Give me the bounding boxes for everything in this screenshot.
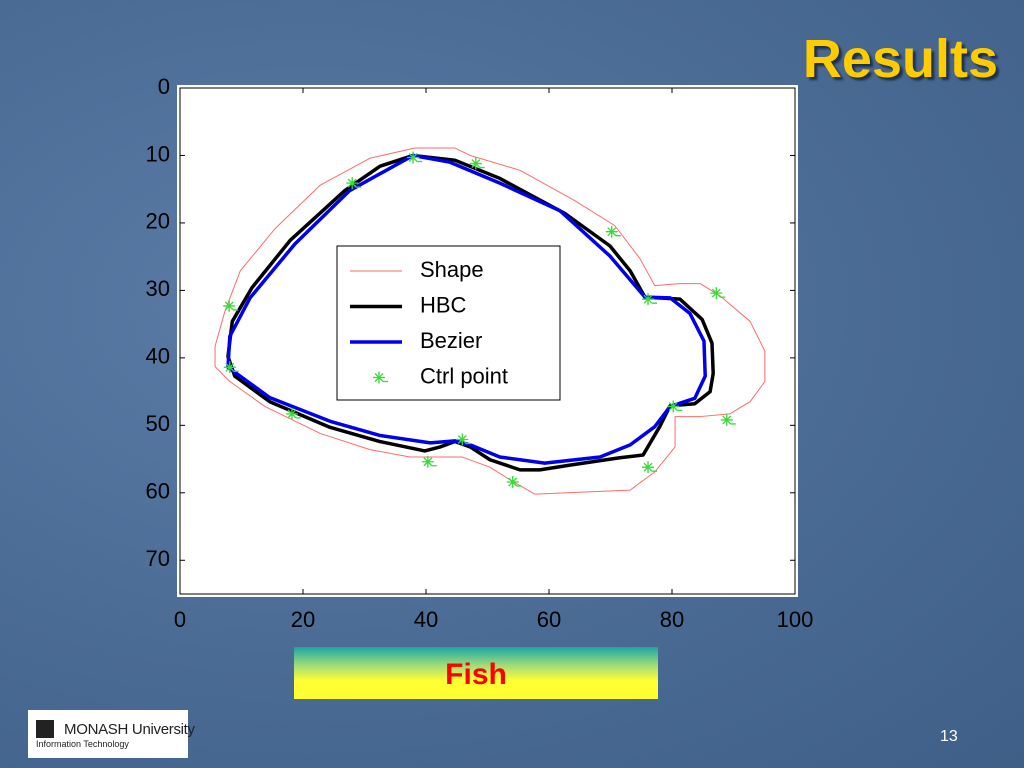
ctrl-point [373, 371, 388, 384]
ctrl-point [223, 299, 239, 312]
ctrl-point [720, 413, 736, 426]
legend: Shape HBC Bezier Ctrl point [336, 245, 561, 401]
plot-frame [179, 87, 796, 595]
legend-label: Shape [420, 257, 484, 282]
logo-shield [36, 720, 54, 738]
series-line [226, 153, 707, 465]
legend-label: Ctrl point [420, 363, 508, 388]
y-tick-label: 0 [158, 74, 170, 99]
legend-label: Bezier [420, 328, 482, 353]
ctrl-point [223, 361, 239, 374]
legend-box [336, 245, 561, 401]
logo-name: MONASH University [64, 721, 195, 738]
caption: Fish [294, 647, 658, 699]
x-tick-label: 60 [537, 607, 561, 632]
legend-label: HBC [420, 292, 467, 317]
ctrl-point [710, 287, 726, 300]
logo-unit: Information Technology [36, 739, 129, 749]
x-tick-label: 80 [660, 607, 684, 632]
ctrl-point [469, 157, 485, 170]
slide-title: Results [802, 29, 998, 89]
y-tick-label: 20 [146, 209, 170, 234]
y-tick-label: 30 [146, 276, 170, 301]
ctrl-point [605, 225, 621, 238]
ctrl-point [642, 293, 658, 306]
y-tick-label: 50 [146, 411, 170, 436]
ctrl-point [285, 407, 301, 420]
x-tick-label: 0 [174, 607, 186, 632]
y-tick-label: 60 [146, 479, 170, 504]
series-line [214, 147, 766, 495]
ctrl-point [642, 461, 658, 474]
x-tick-label: 100 [777, 607, 814, 632]
ctrl-point [506, 476, 522, 489]
page-number: 13 [940, 728, 958, 745]
logo: MONASH University Information Technology [28, 710, 195, 758]
y-tick-label: 10 [146, 141, 170, 166]
y-tick-label: 40 [146, 344, 170, 369]
ctrl-point [456, 433, 472, 446]
ctrl-point [407, 151, 423, 164]
x-tick-label: 40 [414, 607, 438, 632]
ctrl-point [421, 455, 437, 468]
x-tick-label: 20 [291, 607, 315, 632]
ctrl-point [667, 400, 683, 413]
ctrl-point [346, 177, 362, 190]
y-tick-label: 70 [146, 546, 170, 571]
